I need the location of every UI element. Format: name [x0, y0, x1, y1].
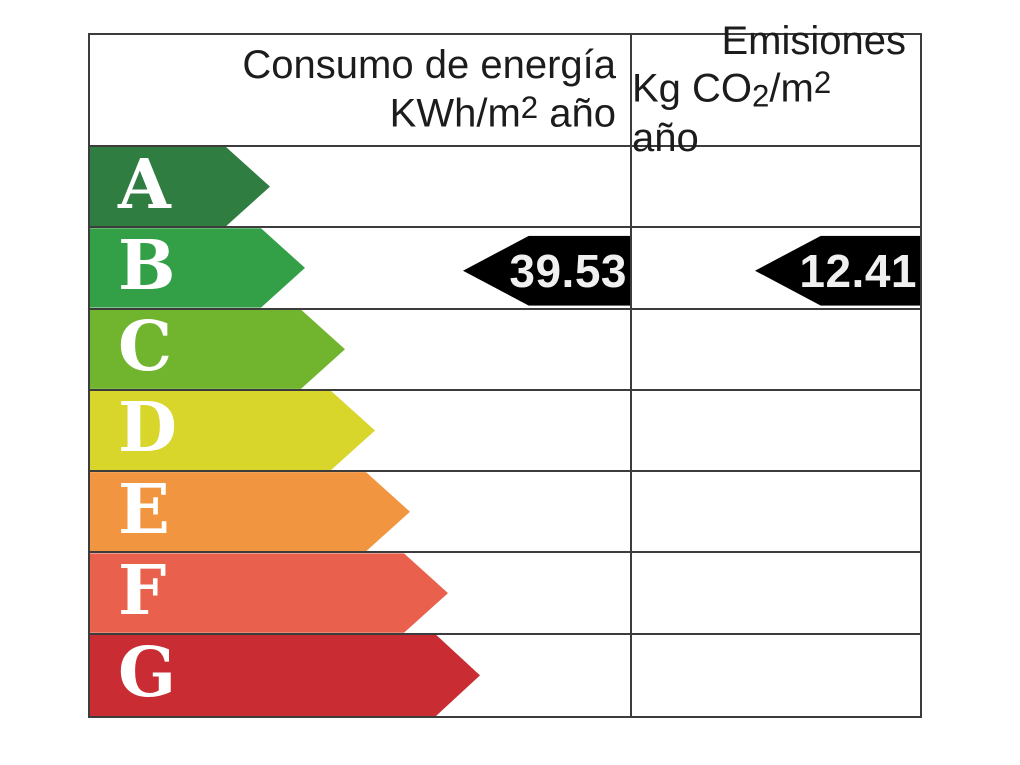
consumo-row-a: A — [90, 147, 632, 229]
consumo-value-arrow: 39.53 — [463, 235, 630, 306]
rating-arrow-e: E — [90, 472, 410, 551]
emisiones-row-e — [632, 472, 920, 554]
consumo-header-title: Consumo de energía — [242, 43, 616, 88]
consumo-value: 39.53 — [509, 244, 627, 297]
rating-letter-a: A — [118, 144, 171, 225]
rating-arrow-g: G — [90, 635, 480, 716]
emisiones-row-g — [632, 635, 920, 716]
rating-letter-e: E — [118, 469, 170, 550]
rating-letter-d: D — [118, 388, 177, 469]
emisiones-header-units: Kg CO2/m2 año — [632, 64, 832, 161]
rating-arrow-d: D — [90, 391, 375, 470]
energy-certificate-table: Consumo de energía KWh/m2 año Emisiones … — [88, 19, 922, 718]
consumo-row-d: D — [90, 390, 632, 473]
rating-arrow-f: F — [90, 553, 448, 632]
consumo-header-cell: Consumo de energía KWh/m2 año — [90, 35, 632, 147]
consumo-row-c: C — [90, 309, 632, 391]
emisiones-row-f — [632, 553, 920, 635]
rating-letter-g: G — [118, 633, 177, 714]
emisiones-row-d — [632, 391, 920, 473]
rating-letter-f: F — [118, 551, 167, 632]
emisiones-row-b: 12.41 — [632, 228, 920, 310]
consumo-header-units: KWh/m2 año — [389, 89, 616, 136]
emisiones-row-c — [632, 310, 920, 391]
consumo-row-e: E — [90, 472, 632, 554]
rating-letter-c: C — [118, 307, 173, 388]
rating-arrow-a: A — [90, 147, 270, 226]
consumo-row-f: F — [90, 553, 632, 635]
emisiones-value-arrow: 12.41 — [755, 235, 920, 306]
rating-arrow-c: C — [90, 310, 345, 389]
emisiones-value: 12.41 — [799, 244, 917, 297]
emisiones-header-cell: Emisiones Kg CO2/m2 año — [632, 19, 920, 160]
consumo-row-g: G — [90, 634, 632, 716]
rating-letter-b: B — [118, 225, 176, 306]
emisiones-header-title: Emisiones — [721, 18, 906, 63]
consumo-row-b: B 39.53 — [90, 228, 632, 310]
emisiones-row-a — [632, 147, 920, 229]
rating-arrow-b: B — [90, 228, 305, 307]
